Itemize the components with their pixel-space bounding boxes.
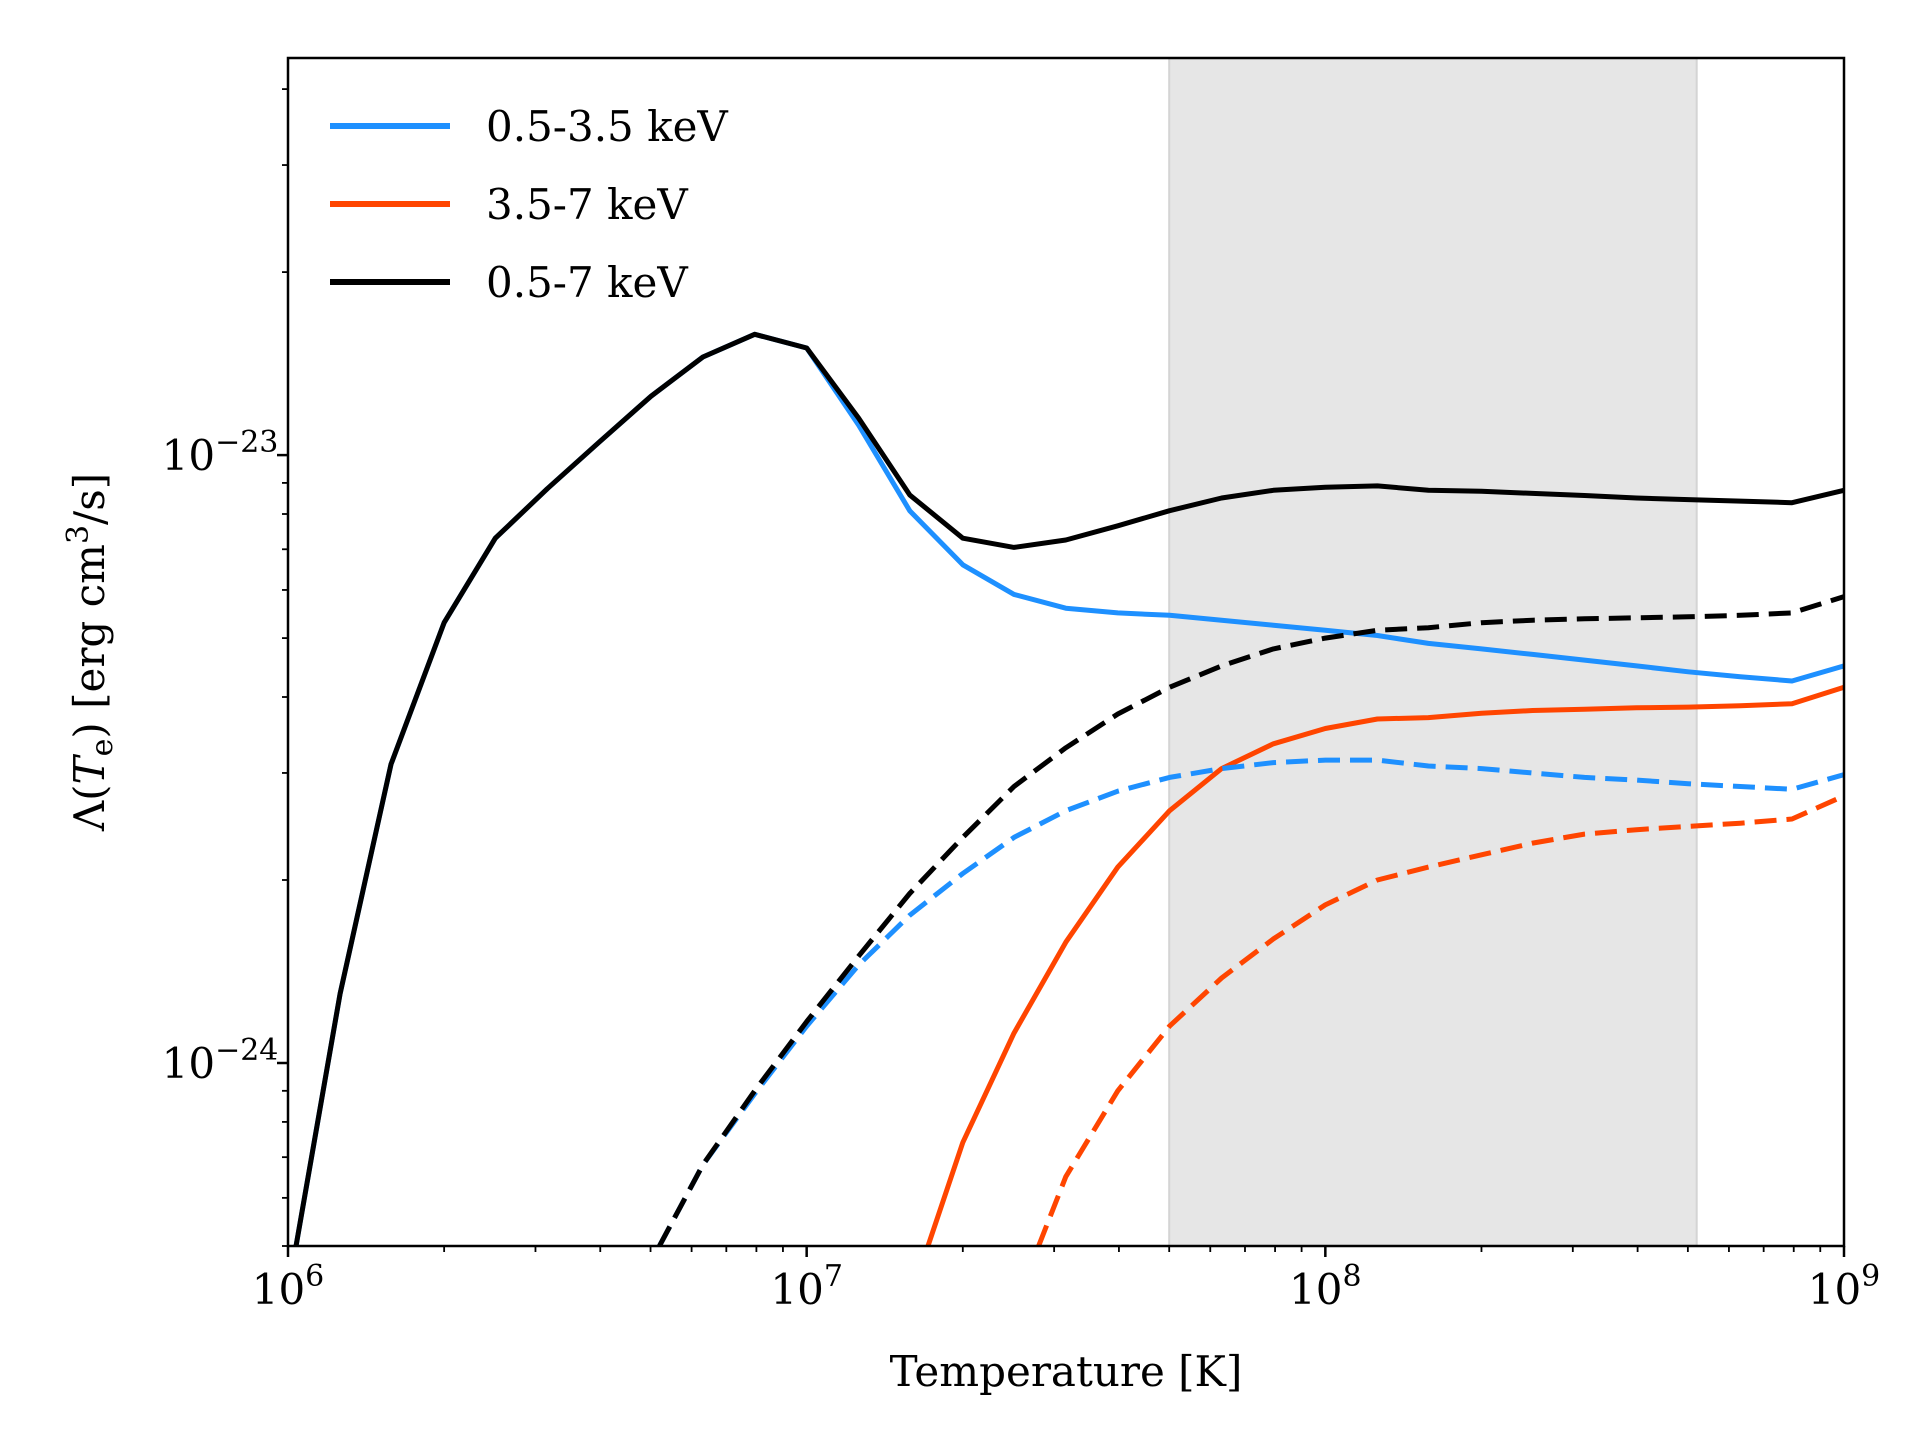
series-layer [293, 331, 1844, 1246]
shaded-region-layer [1168, 58, 1698, 1246]
x-axis-label: Temperature [K] [890, 1347, 1243, 1396]
legend: 0.5-3.5 keV 3.5-7 keV 0.5-7 keV [330, 102, 728, 307]
legend-label-3: 0.5-7 keV [486, 258, 688, 307]
series-line-3-solid [293, 331, 1844, 1246]
series-line-5-dashed [1036, 793, 1844, 1246]
series-line-2-solid [925, 684, 1844, 1246]
series-line-6-dashed [657, 594, 1844, 1246]
y-tick-label: 10−23 [162, 425, 279, 480]
x-tick-label: 109 [1808, 1259, 1881, 1314]
x-tick-label: 106 [252, 1259, 325, 1314]
legend-label-1: 0.5-3.5 keV [486, 102, 728, 151]
plot-frame [286, 56, 1846, 1248]
x-tick-label: 107 [770, 1259, 843, 1314]
y-axis-label: Λ(Te) [erg cm3/s] [61, 473, 120, 832]
legend-label-2: 3.5-7 keV [486, 180, 688, 229]
shaded-temperature-region [1169, 58, 1697, 1246]
x-tick-label: 108 [1289, 1259, 1362, 1314]
series-line-4-dashed [657, 757, 1844, 1246]
tick-layer: 106 107 108 109 10−24 10−23 [162, 88, 1881, 1314]
y-tick-label: 10−24 [162, 1033, 279, 1088]
